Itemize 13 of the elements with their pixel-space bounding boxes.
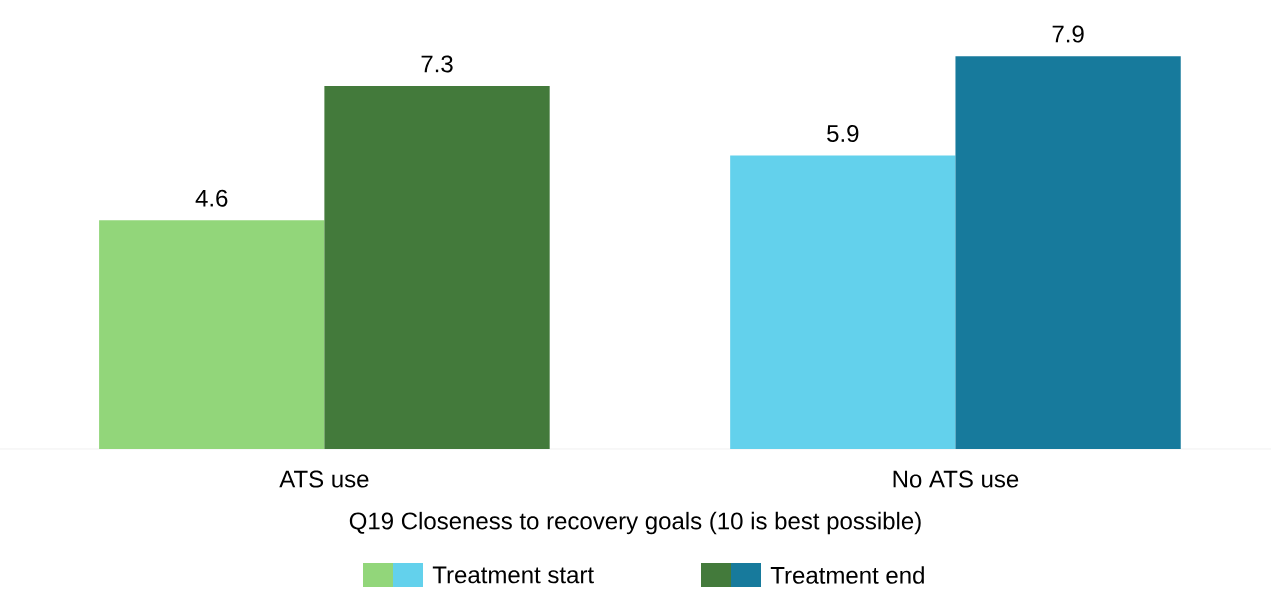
data-label: 4.6 xyxy=(195,189,228,207)
x-tick-label: No ATS use xyxy=(893,470,1019,488)
legend-label: Treatment start xyxy=(432,566,594,584)
bar xyxy=(99,220,325,449)
x-tick-label: ATS use xyxy=(279,470,369,488)
legend-label: Treatment end xyxy=(770,566,924,584)
bar xyxy=(324,86,550,449)
data-label: 5.9 xyxy=(827,125,859,143)
data-label: 7.3 xyxy=(421,55,453,73)
x-axis-title: Q19 Closeness to recovery goals (10 is best possible) xyxy=(349,511,921,535)
bar xyxy=(730,155,956,449)
bar xyxy=(955,56,1181,449)
data-label: 7.9 xyxy=(1052,25,1084,43)
